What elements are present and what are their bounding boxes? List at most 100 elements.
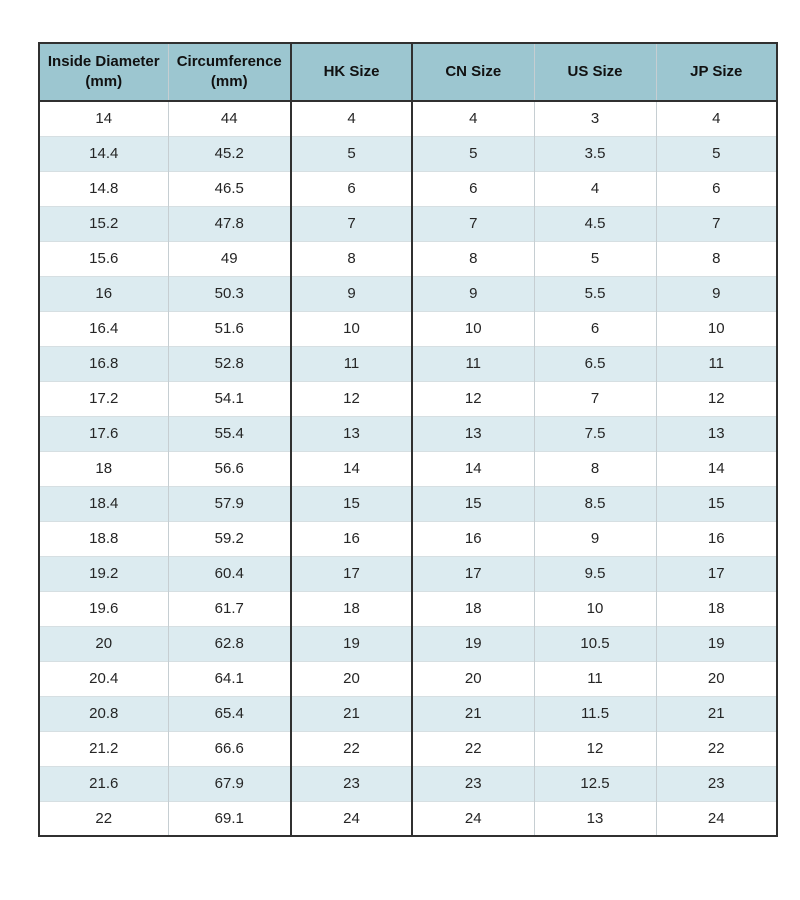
table-header: Inside Diameter (mm) Circumference (mm) … bbox=[38, 43, 778, 102]
table-cell: 6 bbox=[411, 170, 535, 206]
table-row: 14.4 45.2 5 5 3.5 5 bbox=[38, 135, 778, 171]
table-row: 20.8 65.4 21 21 11.5 21 bbox=[38, 695, 778, 731]
table-cell: 11 bbox=[290, 345, 413, 381]
table-cell: 24 bbox=[290, 800, 413, 836]
table-row: 18.8 59.2 16 16 9 16 bbox=[38, 520, 778, 556]
table-cell: 23 bbox=[290, 765, 413, 801]
header-inside-diameter: Inside Diameter (mm) bbox=[38, 43, 169, 102]
table-cell: 17 bbox=[411, 555, 535, 591]
table-cell: 17 bbox=[290, 555, 413, 591]
table-cell: 50.3 bbox=[167, 275, 292, 311]
table-cell: 11 bbox=[533, 660, 657, 696]
table-row: 14.8 46.5 6 6 4 6 bbox=[38, 170, 778, 206]
table-cell: 18.4 bbox=[38, 485, 169, 521]
table-cell: 20 bbox=[290, 660, 413, 696]
table-row: 18 56.6 14 14 8 14 bbox=[38, 450, 778, 486]
table-cell: 67.9 bbox=[167, 765, 292, 801]
table-cell: 6 bbox=[655, 170, 778, 206]
table-row: 21.2 66.6 22 22 12 22 bbox=[38, 730, 778, 766]
table-cell: 7 bbox=[655, 205, 778, 241]
table-cell: 5.5 bbox=[533, 275, 657, 311]
table-cell: 9 bbox=[655, 275, 778, 311]
table-cell: 51.6 bbox=[167, 310, 292, 346]
table-cell: 24 bbox=[411, 800, 535, 836]
table-cell: 11.5 bbox=[533, 695, 657, 731]
table-cell: 17.2 bbox=[38, 380, 169, 416]
table-cell: 18 bbox=[290, 590, 413, 626]
table-cell: 15.6 bbox=[38, 240, 169, 276]
table-cell: 8 bbox=[411, 240, 535, 276]
table-cell: 8 bbox=[655, 240, 778, 276]
table-cell: 16.4 bbox=[38, 310, 169, 346]
table-cell: 19.6 bbox=[38, 590, 169, 626]
table-cell: 22 bbox=[290, 730, 413, 766]
table-cell: 65.4 bbox=[167, 695, 292, 731]
table-cell: 8 bbox=[290, 240, 413, 276]
table-cell: 4 bbox=[655, 100, 778, 136]
table-cell: 19 bbox=[411, 625, 535, 661]
table-cell: 17 bbox=[655, 555, 778, 591]
table-cell: 12 bbox=[411, 380, 535, 416]
table-row: 20 62.8 19 19 10.5 19 bbox=[38, 625, 778, 661]
table-cell: 7 bbox=[290, 205, 413, 241]
table-cell: 3.5 bbox=[533, 135, 657, 171]
table-row: 19.2 60.4 17 17 9.5 17 bbox=[38, 555, 778, 591]
table-cell: 20.4 bbox=[38, 660, 169, 696]
table-cell: 69.1 bbox=[167, 800, 292, 836]
table-cell: 12 bbox=[290, 380, 413, 416]
ring-size-conversion-table: Inside Diameter (mm) Circumference (mm) … bbox=[38, 42, 778, 837]
table-cell: 60.4 bbox=[167, 555, 292, 591]
table-row: 21.6 67.9 23 23 12.5 23 bbox=[38, 765, 778, 801]
table-cell: 14 bbox=[290, 450, 413, 486]
table-cell: 4 bbox=[411, 100, 535, 136]
table-row: 20.4 64.1 20 20 11 20 bbox=[38, 660, 778, 696]
table-cell: 5 bbox=[655, 135, 778, 171]
table-cell: 47.8 bbox=[167, 205, 292, 241]
table-cell: 19 bbox=[655, 625, 778, 661]
table-cell: 15.2 bbox=[38, 205, 169, 241]
table-cell: 6 bbox=[533, 310, 657, 346]
table-cell: 45.2 bbox=[167, 135, 292, 171]
table-cell: 4.5 bbox=[533, 205, 657, 241]
table-cell: 18 bbox=[411, 590, 535, 626]
table-cell: 22 bbox=[411, 730, 535, 766]
table-row: 14 44 4 4 3 4 bbox=[38, 100, 778, 136]
table-cell: 12 bbox=[655, 380, 778, 416]
table-cell: 16 bbox=[411, 520, 535, 556]
table-cell: 44 bbox=[167, 100, 292, 136]
table-cell: 59.2 bbox=[167, 520, 292, 556]
table-row: 15.2 47.8 7 7 4.5 7 bbox=[38, 205, 778, 241]
table-cell: 61.7 bbox=[167, 590, 292, 626]
table-cell: 20 bbox=[411, 660, 535, 696]
table-cell: 16.8 bbox=[38, 345, 169, 381]
table-cell: 14.8 bbox=[38, 170, 169, 206]
table-cell: 12 bbox=[533, 730, 657, 766]
table-cell: 13 bbox=[655, 415, 778, 451]
table-body: 14 44 4 4 3 4 14.4 45.2 5 5 3.5 5 14.8 46.5 6 6 4 6 15.2 47… bbox=[38, 100, 778, 836]
table-cell: 5 bbox=[290, 135, 413, 171]
table-row: 19.6 61.7 18 18 10 18 bbox=[38, 590, 778, 626]
table-cell: 19.2 bbox=[38, 555, 169, 591]
table-cell: 23 bbox=[655, 765, 778, 801]
table-cell: 11 bbox=[655, 345, 778, 381]
table-cell: 15 bbox=[655, 485, 778, 521]
table-cell: 9 bbox=[533, 520, 657, 556]
table-cell: 56.6 bbox=[167, 450, 292, 486]
header-row: Inside Diameter (mm) Circumference (mm) … bbox=[38, 43, 778, 102]
table-cell: 14 bbox=[655, 450, 778, 486]
table-cell: 3 bbox=[533, 100, 657, 136]
table-cell: 12.5 bbox=[533, 765, 657, 801]
table-cell: 23 bbox=[411, 765, 535, 801]
table-row: 22 69.1 24 24 13 24 bbox=[38, 800, 778, 836]
table-cell: 49 bbox=[167, 240, 292, 276]
table-row: 18.4 57.9 15 15 8.5 15 bbox=[38, 485, 778, 521]
table-cell: 66.6 bbox=[167, 730, 292, 766]
table-cell: 5 bbox=[411, 135, 535, 171]
table-cell: 7.5 bbox=[533, 415, 657, 451]
table-cell: 4 bbox=[290, 100, 413, 136]
table-cell: 10 bbox=[655, 310, 778, 346]
table-cell: 20 bbox=[655, 660, 778, 696]
table-cell: 20.8 bbox=[38, 695, 169, 731]
table-cell: 64.1 bbox=[167, 660, 292, 696]
table-cell: 18 bbox=[38, 450, 169, 486]
